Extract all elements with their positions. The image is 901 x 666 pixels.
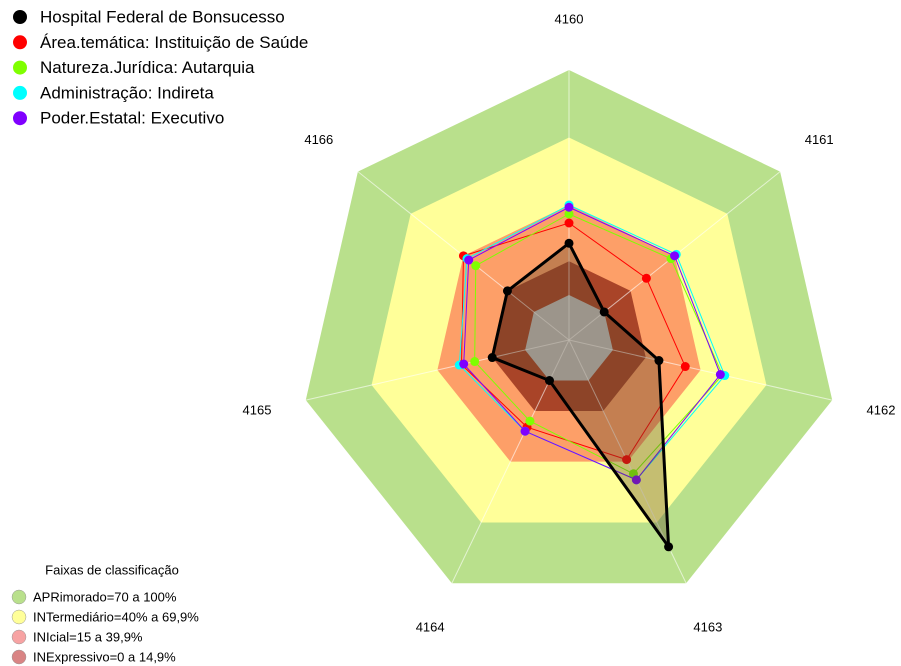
band-marker	[11, 649, 27, 665]
band-marker	[11, 589, 27, 605]
band-marker	[11, 609, 27, 625]
point	[715, 370, 725, 380]
point	[564, 209, 574, 219]
point	[680, 362, 690, 372]
axis-label: 4164	[416, 620, 445, 635]
legend-label: Hospital Federal de Bonsucesso	[40, 7, 285, 26]
bands-title: Faixas de classificação	[45, 562, 179, 577]
legend-marker	[13, 85, 27, 100]
axis-label: 4161	[805, 132, 834, 147]
axis-label: 4165	[243, 403, 272, 418]
point	[641, 273, 651, 283]
point	[622, 455, 632, 465]
band-label: INIcial=15 a 39,9%	[33, 629, 143, 644]
point	[464, 255, 474, 265]
point	[564, 238, 574, 248]
point	[470, 357, 480, 367]
point	[487, 353, 497, 363]
band-label: APRimorado=70 a 100%	[33, 589, 177, 604]
band-label: INExpressivo=0 a 14,9%	[33, 649, 176, 664]
band-label: INTermediário=40% a 69,9%	[33, 609, 199, 624]
spoke	[568, 339, 833, 401]
legend-marker	[13, 10, 27, 24]
point	[654, 356, 664, 366]
point	[544, 376, 554, 386]
axis-label: 4160	[555, 11, 584, 26]
spoke	[305, 339, 570, 401]
point	[664, 542, 674, 552]
point	[471, 261, 481, 271]
legend-label: Poder.Estatal: Executivo	[40, 109, 224, 128]
point	[520, 426, 530, 436]
point	[599, 307, 609, 317]
legend-marker	[13, 60, 27, 75]
legend-marker	[13, 35, 27, 50]
axis-label: 4163	[693, 620, 722, 635]
legend-label: Natureza.Jurídica: Autarquia	[40, 58, 255, 77]
legend-marker	[13, 111, 27, 126]
band-marker	[11, 629, 27, 645]
point	[670, 251, 680, 261]
axis-label: 4162	[867, 403, 896, 418]
legend-label: Administração: Indireta	[40, 83, 214, 102]
point	[564, 218, 574, 228]
legend-label: Área.temática: Instituição de Saúde	[40, 33, 308, 52]
series-line	[461, 222, 686, 461]
series-line	[474, 213, 724, 475]
series-line	[463, 206, 721, 481]
point	[502, 286, 512, 296]
point	[564, 202, 574, 212]
series-line	[490, 240, 671, 552]
point	[459, 359, 469, 369]
point	[631, 475, 641, 485]
axis-label: 4166	[304, 132, 333, 147]
point	[525, 416, 535, 426]
